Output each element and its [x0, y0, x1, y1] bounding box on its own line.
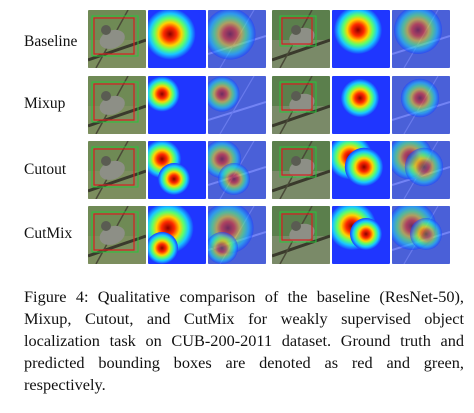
baseline-overlay-right — [392, 10, 450, 68]
mixup-heatmap-left — [148, 76, 206, 134]
baseline-overlay-left — [208, 10, 266, 68]
baseline-heatmap-left — [148, 10, 206, 68]
baseline-photo-right — [272, 10, 330, 68]
baseline-heatmap-right — [332, 10, 390, 68]
mixup-overlay-right — [392, 76, 450, 134]
baseline-photo-left — [88, 10, 146, 68]
cutmix-photo-right — [272, 206, 330, 264]
cutmix-heatmap-right — [332, 206, 390, 264]
figure-caption: Figure 4: Qualitative comparison of the … — [24, 286, 464, 396]
cutmix-overlay-right — [392, 206, 450, 264]
row-label-baseline: Baseline — [24, 33, 78, 50]
cutout-photo-left — [88, 141, 146, 199]
cutmix-overlay-left — [208, 206, 266, 264]
cutout-heatmap-left — [148, 141, 206, 199]
mixup-overlay-left — [208, 76, 266, 134]
cutmix-photo-left — [88, 206, 146, 264]
cutout-overlay-right — [392, 141, 450, 199]
row-label-mixup: Mixup — [24, 95, 66, 112]
cutmix-heatmap-left — [148, 206, 206, 264]
mixup-heatmap-right — [332, 76, 390, 134]
mixup-photo-left — [88, 76, 146, 134]
cutout-heatmap-right — [332, 141, 390, 199]
row-label-cutmix: CutMix — [24, 225, 73, 242]
row-label-cutout: Cutout — [24, 161, 67, 178]
mixup-photo-right — [272, 76, 330, 134]
cutout-photo-right — [272, 141, 330, 199]
cutout-overlay-left — [208, 141, 266, 199]
caption-label: Figure 4: — [24, 287, 89, 306]
caption-text: Qualitative comparison of the baseline (… — [24, 287, 464, 394]
